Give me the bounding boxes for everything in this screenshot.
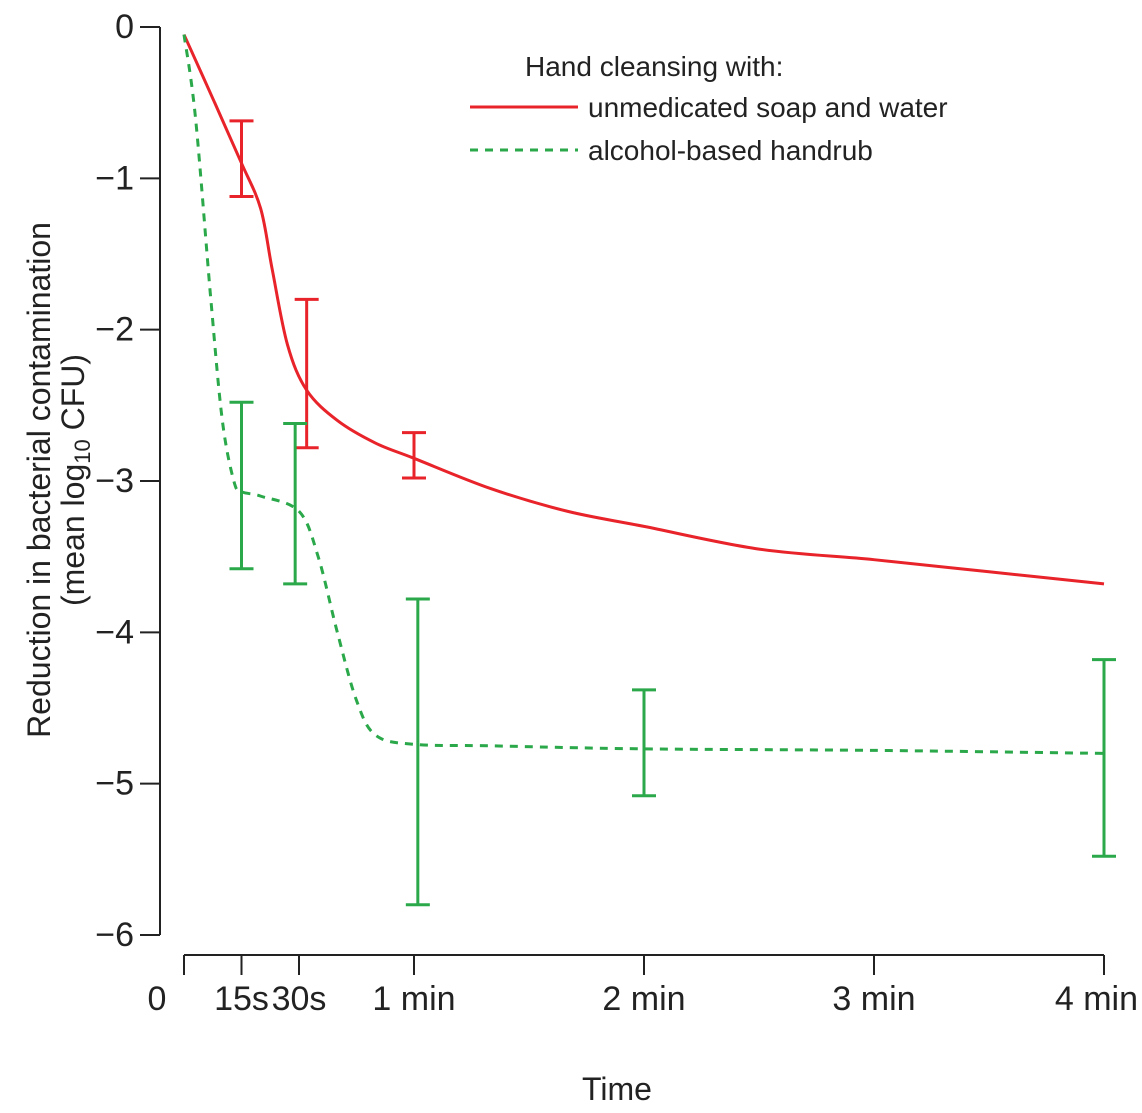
x-tick-label: 3 min — [832, 980, 915, 1018]
x-axis-title: Time — [582, 1071, 652, 1107]
x-tick-label: 0 — [148, 980, 167, 1018]
y-axis-title: Reduction in bacterial contamination (me… — [21, 222, 95, 738]
series-1 — [182, 34, 1116, 907]
error-bar — [1092, 658, 1116, 858]
x-tick-label: 2 min — [602, 980, 685, 1018]
y-tick-label: −5 — [95, 765, 134, 803]
y-tick-label: −3 — [95, 462, 134, 500]
legend-label-soap: unmedicated soap and water — [588, 92, 948, 123]
series-layer — [182, 33, 1116, 907]
y-tick-label: −4 — [95, 613, 134, 651]
x-tick-label: 1 min — [372, 980, 455, 1018]
series-line-1 — [182, 34, 1105, 755]
error-bar — [283, 421, 308, 586]
y-tick-label: −6 — [95, 916, 134, 954]
error-bar — [229, 400, 254, 571]
legend-title: Hand cleansing with: — [525, 51, 783, 82]
y-tick-label: −1 — [95, 159, 134, 197]
error-bar — [402, 431, 426, 480]
axes: 0 −1 −2 −3 −4 −5 −6 0 15s 30s 1 min 2 min 3 min 4 min — [95, 8, 1138, 1018]
error-bar — [229, 119, 254, 198]
error-bar — [632, 688, 656, 798]
series-line-0 — [182, 33, 1105, 586]
legend-label-alcohol: alcohol-based handrub — [588, 135, 873, 166]
y-tick-label: 0 — [115, 8, 134, 46]
x-tick-label: 4 min — [1055, 980, 1138, 1018]
error-bar — [405, 597, 430, 907]
x-tick-label: 30s — [272, 980, 327, 1018]
y-axis-title-line2: (mean log10 CFU) — [55, 354, 95, 606]
x-tick-label: 15s — [214, 980, 269, 1018]
legend: Hand cleansing with: unmedicated soap an… — [470, 51, 948, 166]
y-tick-label: −2 — [95, 311, 134, 349]
y-axis-title-line1: Reduction in bacterial contamination — [21, 222, 57, 738]
